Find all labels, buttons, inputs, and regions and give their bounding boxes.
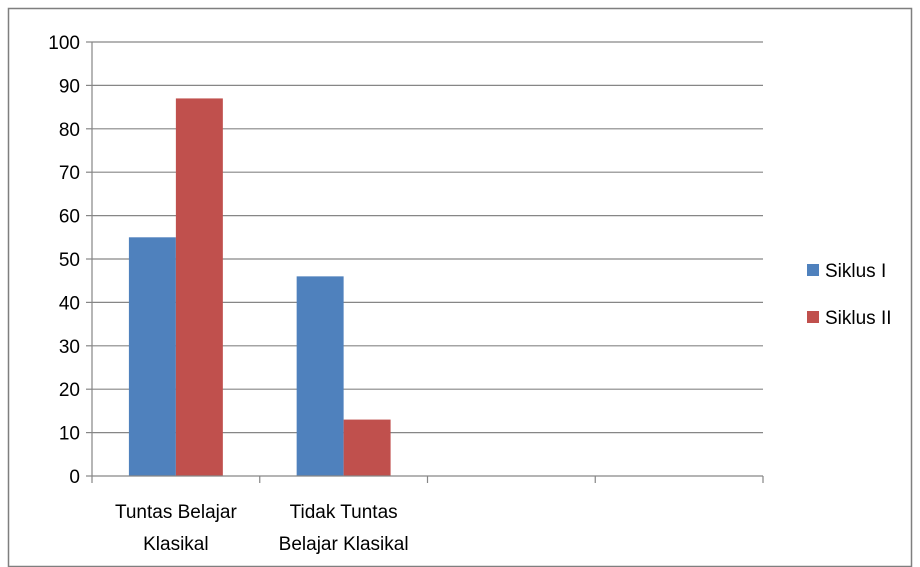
y-tick-label: 60 — [59, 207, 80, 228]
legend-label: Siklus I — [825, 261, 886, 282]
x-axis-labels: Tuntas Belajar Klasikal Tidak Tuntas Belaja… — [115, 502, 409, 555]
x-axis — [91, 42, 764, 483]
x-category-label: Klasikal — [143, 534, 208, 555]
y-tick-label: 0 — [69, 467, 80, 488]
bar — [175, 98, 223, 477]
y-tick-label: 100 — [48, 33, 80, 54]
bars — [128, 98, 391, 477]
x-category-label: Belajar Klasikal — [279, 534, 409, 555]
bar — [128, 237, 176, 476]
y-tick-label: 50 — [59, 250, 80, 271]
legend-label: Siklus II — [825, 308, 892, 329]
y-tick-label: 10 — [59, 424, 80, 445]
legend-swatch — [807, 311, 819, 323]
legend: Siklus I Siklus II — [807, 261, 892, 329]
y-tick-label: 40 — [59, 293, 80, 314]
legend-swatch — [807, 264, 819, 276]
y-tick-label: 20 — [59, 380, 80, 401]
x-category-label: Tidak Tuntas — [290, 502, 398, 523]
y-tick-label: 30 — [59, 337, 80, 358]
y-axis-ticks: 0 10 20 30 40 50 60 70 80 90 100 — [48, 33, 92, 488]
y-tick-label: 80 — [59, 120, 80, 141]
y-tick-label: 70 — [59, 163, 80, 184]
y-tick-label: 90 — [59, 76, 80, 97]
x-category-label: Tuntas Belajar — [115, 502, 237, 523]
bar — [296, 276, 344, 476]
bar — [343, 419, 391, 476]
